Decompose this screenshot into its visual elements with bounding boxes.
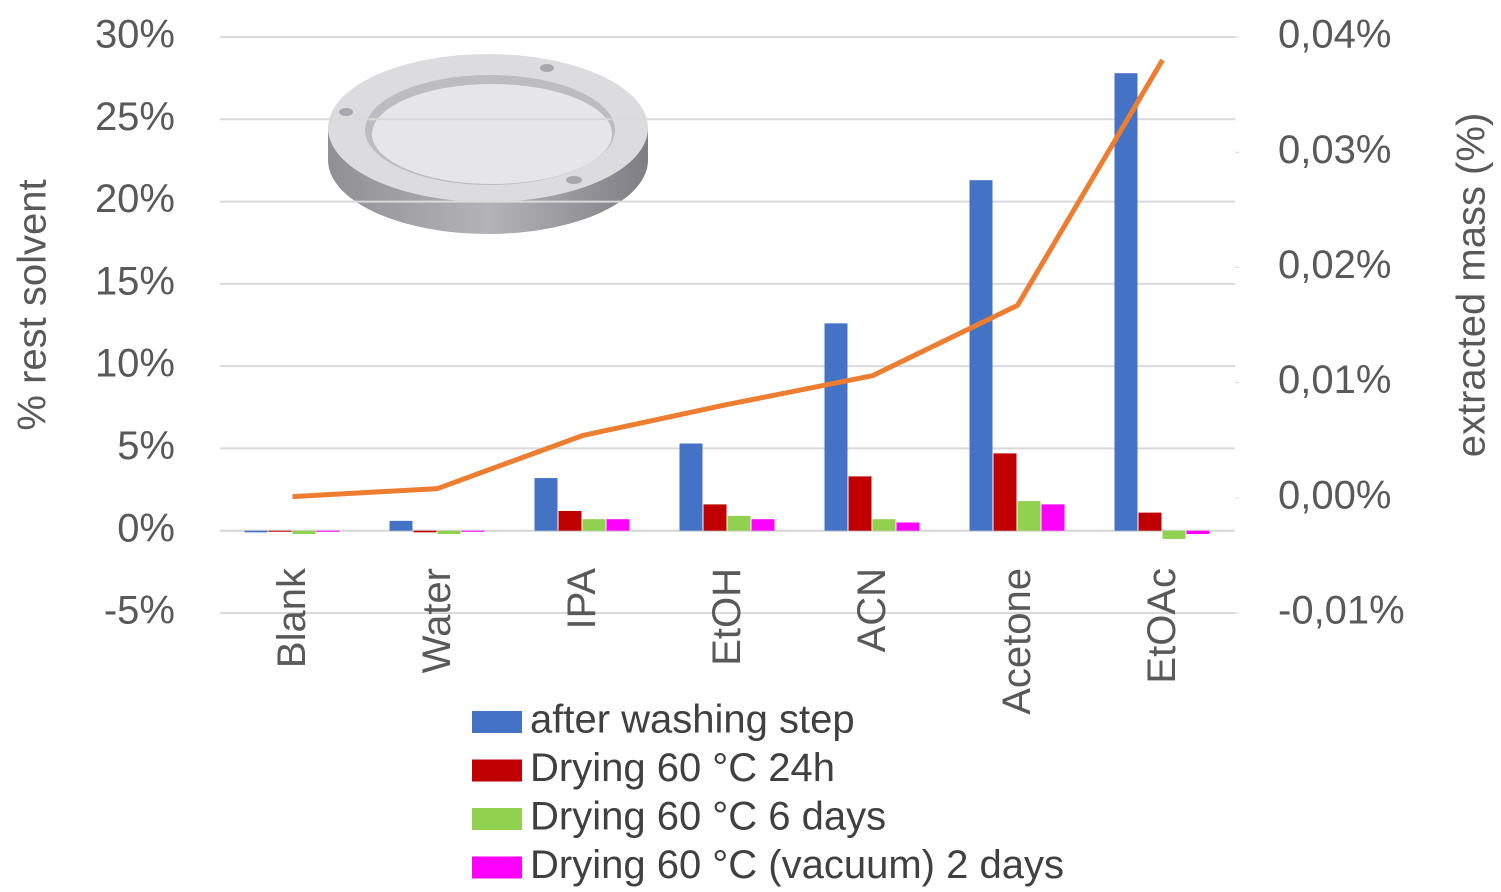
- y2-tick-label: 0,01%: [1278, 358, 1391, 402]
- bar: [414, 531, 437, 533]
- legend-swatch: [472, 808, 522, 830]
- bar: [438, 531, 461, 534]
- x-tick-label: EtOH: [705, 568, 749, 666]
- x-tick-label: Water: [415, 568, 459, 673]
- bar: [728, 516, 751, 531]
- y2-tick-label: 0,02%: [1278, 243, 1391, 287]
- bar: [245, 531, 268, 533]
- bar: [1163, 531, 1186, 539]
- bar: [970, 180, 993, 531]
- chart: % rest solvent extracted mass (%) -5% 0% 5…: [0, 0, 1501, 892]
- bar: [704, 504, 727, 530]
- bar: [583, 519, 606, 531]
- y2-axis-title: extracted mass (%): [1450, 113, 1494, 458]
- x-tick-label: Acetone: [995, 568, 1039, 715]
- bar: [752, 519, 775, 531]
- bar: [1115, 73, 1138, 531]
- x-tick-label: Blank: [270, 567, 314, 668]
- x-tick-label: EtOAc: [1140, 568, 1184, 684]
- bar: [559, 511, 582, 531]
- x-tick-label: IPA: [560, 568, 604, 630]
- y-tick-label: 15%: [95, 259, 175, 303]
- y2-tick-label: 0,00%: [1278, 473, 1391, 517]
- bar: [535, 478, 558, 531]
- y-tick-label: 5%: [117, 424, 175, 468]
- y2-tick-label: 0,03%: [1278, 128, 1391, 172]
- bar: [1018, 501, 1041, 531]
- y-tick-label: 30%: [95, 13, 175, 57]
- bar: [317, 531, 340, 532]
- y2-tick-label: 0,04%: [1278, 13, 1391, 57]
- bar: [825, 323, 848, 530]
- bar: [293, 531, 316, 534]
- bar: [994, 453, 1017, 530]
- disc-illustration: [328, 54, 648, 234]
- bar: [1139, 513, 1162, 531]
- bar: [462, 531, 485, 532]
- y-tick-label: 25%: [95, 95, 175, 139]
- bar: [1042, 504, 1065, 530]
- y-tick-label: 20%: [95, 177, 175, 221]
- legend-label: Drying 60 °C (vacuum) 2 days: [530, 843, 1064, 887]
- legend-swatch: [472, 857, 522, 879]
- bar: [873, 519, 896, 531]
- y-tick-label: 0%: [117, 506, 175, 550]
- bar: [1187, 531, 1210, 534]
- legend-label: Drying 60 °C 6 days: [530, 795, 886, 839]
- bar: [269, 531, 292, 532]
- bar: [607, 519, 630, 531]
- y2-tick-label: -0,01%: [1278, 589, 1405, 633]
- legend-swatch: [472, 711, 522, 733]
- legend-label: after washing step: [530, 698, 855, 742]
- legend-swatch: [472, 760, 522, 782]
- legend-label: Drying 60 °C 24h: [530, 746, 835, 790]
- y-tick-label: -5%: [104, 589, 175, 633]
- bar: [390, 521, 413, 531]
- x-tick-label: ACN: [850, 568, 894, 652]
- y-axis-title: % rest solvent: [11, 179, 55, 430]
- bar: [849, 476, 872, 530]
- bar: [680, 443, 703, 530]
- bar: [897, 522, 920, 530]
- y-tick-label: 10%: [95, 342, 175, 386]
